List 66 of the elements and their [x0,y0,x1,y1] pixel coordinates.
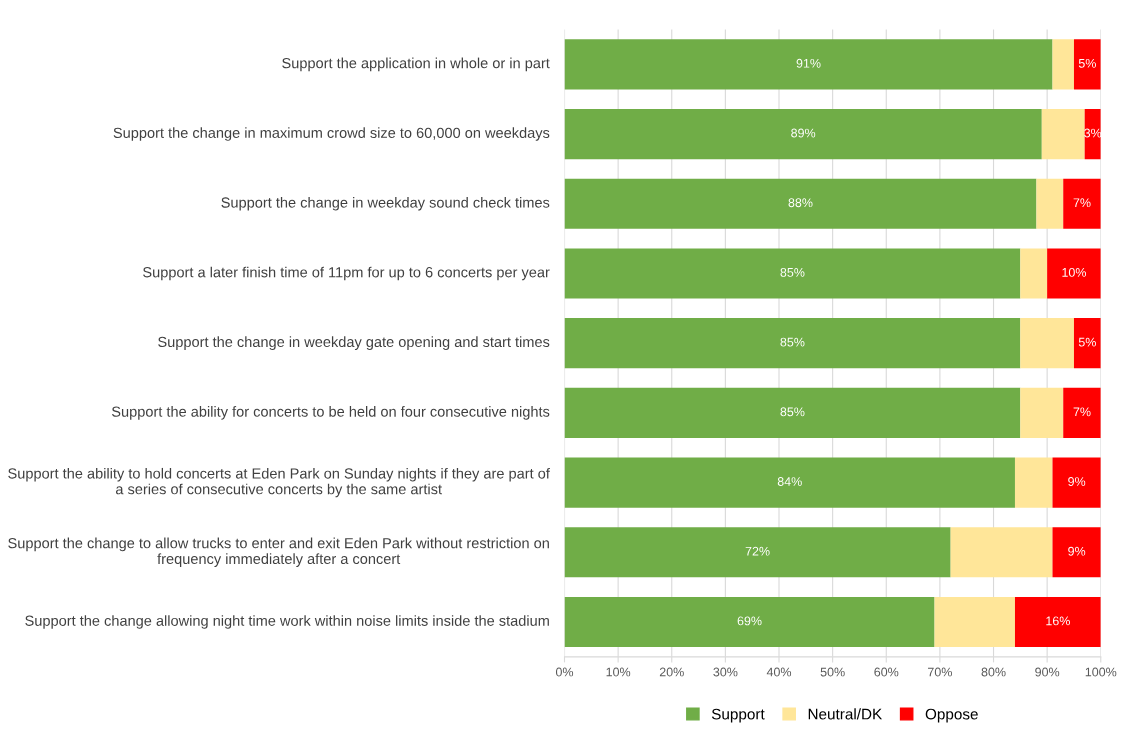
bar [564,596,935,648]
x-tick-label: 0% [555,667,574,677]
legend-label: Neutral/DK [808,708,883,720]
y-tick-label: Support the application in whole or in part [282,57,550,72]
data-label: 91% [796,58,821,68]
data-label: 69% [737,616,762,626]
bar [564,178,1037,229]
data-label: 88% [788,198,813,208]
bar [1020,318,1074,369]
bar [564,318,1021,369]
y-tick-label: Support the change in weekday sound check times [221,196,550,211]
data-label: 85% [780,337,805,347]
x-tick-label: 100% [1085,667,1117,677]
data-label: 5% [1078,58,1096,68]
legend-label: Oppose [925,708,978,723]
bar [934,596,1015,648]
data-label: 84% [777,477,802,486]
bar [1041,108,1085,160]
x-tick-label: 10% [606,667,631,677]
data-label: 5% [1078,337,1096,347]
data-label: 7% [1073,407,1091,417]
x-tick-label: 70% [928,667,952,677]
bar [1014,596,1101,648]
bar [1052,457,1101,508]
x-tick-label: 50% [820,667,845,677]
bar [564,527,951,578]
x-tick-label: 90% [1035,667,1060,677]
y-tick-label: Support the ability for concerts to be held on four consecutive nights [111,406,550,420]
x-tick-label: 40% [766,667,792,677]
data-label: 9% [1068,546,1086,556]
data-label: 72% [745,546,770,556]
bar [564,248,1021,299]
data-label: 9% [1068,477,1086,486]
data-label: 7% [1073,198,1091,208]
data-label: 85% [780,407,805,417]
bar [564,39,1053,90]
bar [1052,39,1074,90]
bar [1063,178,1101,229]
data-label: 16% [1046,616,1070,626]
bar [564,457,1015,508]
bar [1052,527,1101,578]
legend-label: Support [711,708,765,723]
bar [1047,248,1101,299]
y-tick-label: Support the change to allow trucks to enter and exit Eden Park without restriction on frequency immediately after a concert [8,537,549,567]
bar [1020,248,1048,299]
bar [1063,387,1101,438]
bar [950,527,1053,578]
bar [1073,318,1101,369]
x-tick-label: 30% [713,667,738,677]
bar [1073,39,1101,90]
bar [1014,457,1053,508]
x-tick-label: 20% [659,667,684,677]
y-tick-label: Support the change in weekday gate opening and start times [158,336,550,350]
data-label: 85% [780,267,805,277]
data-label: 10% [1062,267,1087,277]
y-tick-label: Support the ability to hold concerts at Eden Park on Sunday nights if they are part of a series of consecutive concerts by the same artist [8,467,550,498]
y-tick-label: Support the change in maximum crowd size to 60,000 on weekdays [113,127,550,141]
data-label: 89% [791,128,816,138]
bar [564,108,1042,160]
x-tick-label: 80% [981,667,1006,677]
y-tick-label: Support a later finish time of 11pm for up to 6 concerts per year [143,266,550,281]
bar [1020,387,1064,438]
bar [1036,178,1064,229]
y-tick-label: Support the change allowing night time work within noise limits inside the stadium [25,615,549,629]
bar [564,387,1021,438]
x-tick-label: 60% [874,667,899,677]
